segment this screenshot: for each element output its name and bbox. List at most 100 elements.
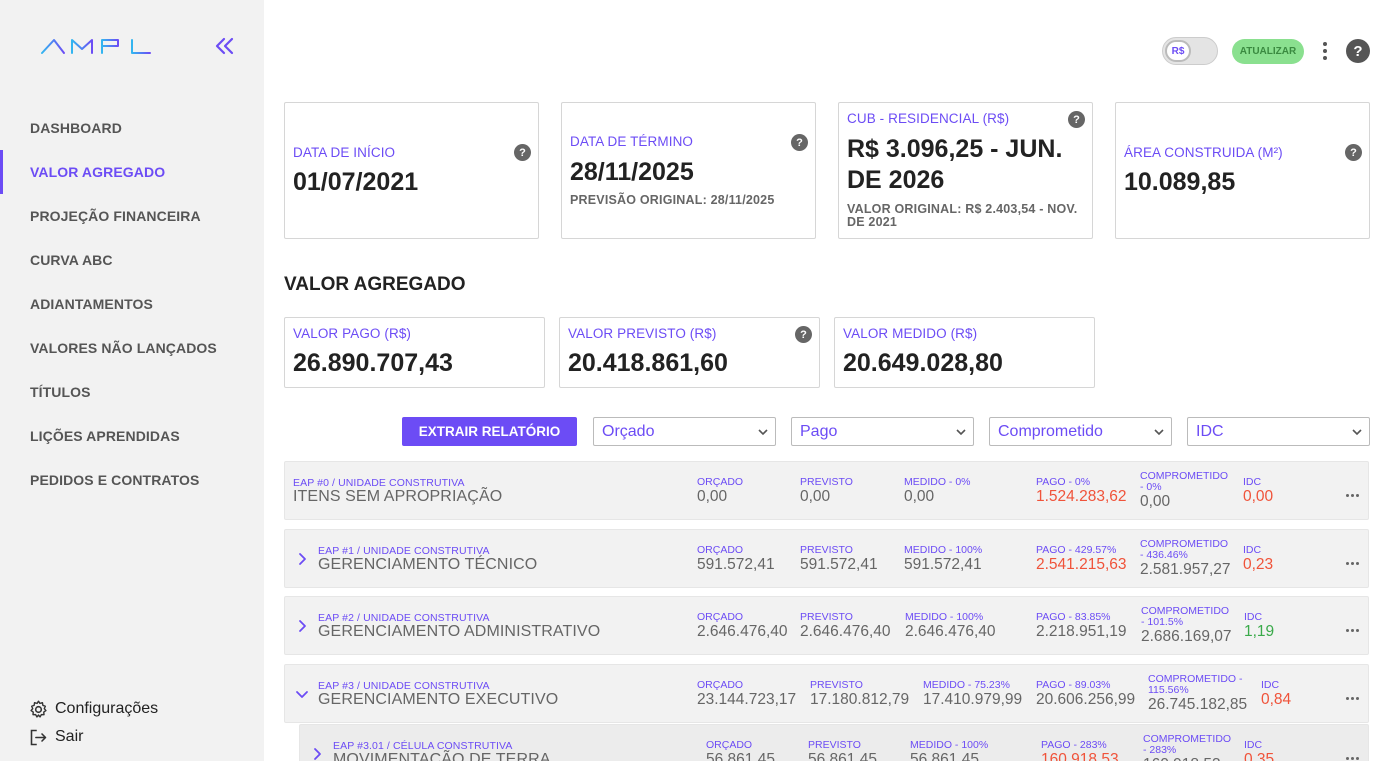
chevron-right-icon[interactable]	[293, 617, 311, 635]
eap-col-header-sub: - 0%	[1140, 481, 1162, 493]
end-date-original: PREVISÃO ORIGINAL: 28/11/2025	[570, 193, 775, 207]
eap-col-idc: IDC 0,84	[1261, 680, 1291, 709]
collapse-sidebar-icon[interactable]	[212, 34, 236, 58]
pago-select[interactable]: Pago	[791, 417, 974, 446]
eap-name: GERENCIAMENTO TÉCNICO	[318, 556, 538, 573]
sidebar-item-projecao-financeira[interactable]: PROJEÇÃO FINANCEIRA	[30, 208, 201, 224]
eap-col-pago: PAGO - 89.03% 20.606.256,99	[1036, 680, 1135, 709]
extract-report-button[interactable]: EXTRAIR RELATÓRIO	[402, 417, 577, 446]
eap-col-header: COMPROMETIDO -	[1148, 673, 1243, 685]
cub-value-line1: R$ 3.096,25 - JUN.	[847, 135, 1063, 163]
topbar: R$ ATUALIZAR ?	[264, 0, 1400, 90]
currency-toggle-knob: R$	[1165, 40, 1191, 62]
sidebar: DASHBOARD VALOR AGREGADO PROJEÇÃO FINANC…	[0, 0, 264, 761]
chevron-down-icon[interactable]	[293, 685, 311, 703]
valor-pago-card: VALOR PAGO (R$) 26.890.707,43	[284, 317, 545, 388]
eap-col-header: PREVISTO	[800, 611, 853, 623]
eap-col-header: IDC	[1244, 739, 1263, 751]
end-date-label: DATA DE TÉRMINO	[570, 134, 694, 149]
eap-col-comprometido: COMPROMETIDO -115.56% 26.745.182,85	[1148, 674, 1247, 714]
row-more-icon[interactable]	[1345, 552, 1365, 566]
eap-row[interactable]: EAP #2 / UNIDADE CONSTRUTIVA GERENCIAMENT…	[284, 596, 1369, 655]
eap-col-value: 1.524.283,62	[1036, 488, 1127, 505]
eap-col-orcado: ORÇADO 23.144.723,17	[697, 680, 796, 709]
row-more-icon[interactable]	[1345, 484, 1365, 498]
eap-col-idc: IDC 0,23	[1243, 545, 1273, 574]
sidebar-nav: DASHBOARD VALOR AGREGADO PROJEÇÃO FINANC…	[0, 106, 264, 502]
sidebar-item-curva-abc[interactable]: CURVA ABC	[30, 252, 113, 268]
area-help-icon[interactable]: ?	[1345, 144, 1362, 161]
eap-row[interactable]: EAP #3 / UNIDADE CONSTRUTIVA GERENCIAMENT…	[284, 664, 1369, 723]
valor-medido-label: VALOR MEDIDO (R$)	[843, 326, 978, 341]
sidebar-item-adiantamentos[interactable]: ADIANTAMENTOS	[30, 296, 153, 312]
settings-link[interactable]: Configurações	[28, 695, 158, 723]
row-more-icon[interactable]	[1345, 687, 1365, 701]
eap-name: MOVIMENTAÇÃO DE TERRA	[333, 751, 551, 761]
eap-col-value: 2.541.215,63	[1036, 556, 1127, 573]
eap-col-header: IDC	[1243, 476, 1262, 488]
eap-row[interactable]: EAP #1 / UNIDADE CONSTRUTIVA GERENCIAMENT…	[284, 529, 1369, 588]
eap-col-value: 56.861,45	[706, 751, 775, 761]
end-date-value: 28/11/2025	[570, 158, 694, 186]
sidebar-item-dashboard[interactable]: DASHBOARD	[30, 120, 122, 136]
area-value: 10.089,85	[1124, 168, 1236, 196]
chevron-right-icon[interactable]	[308, 745, 326, 761]
start-date-help-icon[interactable]: ?	[514, 144, 531, 161]
valor-previsto-card: VALOR PREVISTO (R$) 20.418.861,60 ?	[559, 317, 820, 388]
pago-select-value: Pago	[800, 422, 838, 440]
eap-col-comprometido: COMPROMETIDO- 283%160.918,53	[1143, 734, 1231, 761]
logout-link[interactable]: Sair	[28, 723, 158, 751]
start-date-card: DATA DE INÍCIO 01/07/2021 ?	[284, 102, 539, 239]
update-button[interactable]: ATUALIZAR	[1232, 39, 1304, 64]
eap-col-header: MEDIDO - 100%	[905, 611, 984, 623]
eap-col-medido: MEDIDO - 100% 2.646.476,40	[905, 612, 996, 641]
valor-previsto-help-icon[interactable]: ?	[795, 326, 812, 343]
row-more-icon[interactable]	[1345, 747, 1365, 761]
eap-row[interactable]: EAP #3.01 / CÉLULA CONSTRUTIVA MOVIMENTAÇ…	[299, 724, 1369, 761]
ampli-logo[interactable]	[40, 34, 190, 58]
eap-row[interactable]: EAP #0 / UNIDADE CONSTRUTIVA ITENS SEM AP…	[284, 461, 1369, 520]
eap-col-header: MEDIDO - 75.23%	[923, 679, 1010, 691]
end-date-help-icon[interactable]: ?	[791, 134, 808, 151]
eap-col-value: 20.606.256,99	[1036, 691, 1136, 708]
eap-col-medido: MEDIDO - 100% 56.861,45	[910, 740, 988, 761]
idc-select[interactable]: IDC	[1187, 417, 1370, 446]
eap-col-value: 591.572,41	[904, 556, 982, 573]
chevron-right-icon[interactable]	[293, 550, 311, 568]
eap-col-value: 160.918,53	[1041, 751, 1119, 761]
eap-col-value: 17.180.812,79	[810, 691, 910, 708]
row-more-icon[interactable]	[1345, 619, 1365, 633]
currency-toggle[interactable]: R$	[1162, 37, 1218, 65]
orcado-select[interactable]: Orçado	[593, 417, 776, 446]
more-options-icon[interactable]	[1318, 38, 1332, 64]
eap-col-header: PREVISTO	[808, 739, 861, 751]
eap-col-medido: MEDIDO - 100% 591.572,41	[904, 545, 982, 574]
eap-col-header: COMPROMETIDO	[1140, 538, 1229, 550]
sidebar-item-valor-agregado[interactable]: VALOR AGREGADO	[0, 150, 264, 194]
valor-medido-value: 20.649.028,80	[843, 349, 1003, 377]
section-title: VALOR AGREGADO	[284, 274, 466, 295]
valor-pago-label: VALOR PAGO (R$)	[293, 326, 412, 341]
eap-col-header: ORÇADO	[697, 611, 744, 623]
eap-name: GERENCIAMENTO ADMINISTRATIVO	[318, 623, 601, 640]
eap-col-value: 0,00	[904, 488, 935, 505]
eap-col-header: ORÇADO	[697, 544, 744, 556]
eap-col-value: 0,00	[1140, 493, 1171, 510]
settings-label: Configurações	[55, 700, 159, 717]
sidebar-item-licoes-aprendidas[interactable]: LIÇÕES APRENDIDAS	[30, 428, 180, 444]
eap-col-value: 2.218.951,19	[1036, 623, 1127, 640]
eap-col-header: PREVISTO	[800, 476, 853, 488]
eap-col-comprometido: COMPROMETIDO - 0% 0,00	[1140, 471, 1228, 511]
comprometido-select[interactable]: Comprometido	[989, 417, 1172, 446]
eap-col-header-sub: 115.56%	[1148, 684, 1189, 696]
eap-col-value: 0,00	[800, 488, 831, 505]
eap-col-value: 0,23	[1243, 556, 1274, 573]
eap-col-orcado: ORÇADO 0,00	[697, 477, 743, 506]
sidebar-item-titulos[interactable]: TÍTULOS	[30, 384, 91, 400]
chevron-down-icon	[1154, 429, 1164, 436]
eap-col-value: 56.861,45	[808, 751, 877, 761]
cub-help-icon[interactable]: ?	[1068, 111, 1085, 128]
help-icon[interactable]: ?	[1346, 39, 1370, 63]
sidebar-item-valores-nao-lancados[interactable]: VALORES NÃO LANÇADOS	[30, 340, 217, 356]
sidebar-item-pedidos-e-contratos[interactable]: PEDIDOS E CONTRATOS	[30, 472, 200, 488]
